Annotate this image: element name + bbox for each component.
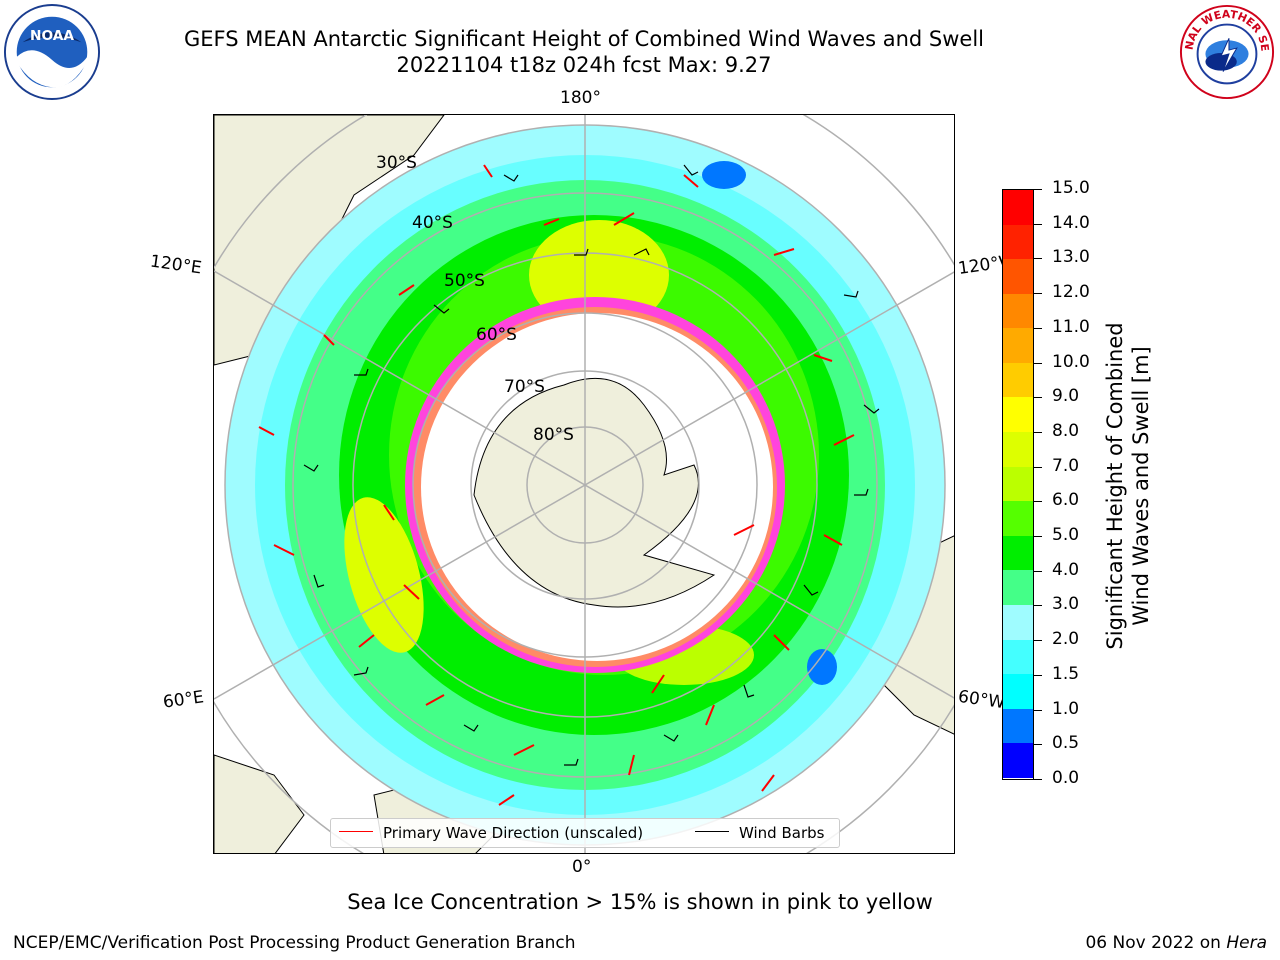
lon-label-0: 0° (572, 857, 592, 877)
map-legend: Primary Wave Direction (unscaled) Wind B… (330, 818, 840, 848)
colorbar-tick-label: 8.0 (1052, 420, 1080, 441)
date-text: 06 Nov 2022 on (1085, 933, 1221, 953)
colorbar-tick-mark (1034, 709, 1042, 711)
colorbar-segment (1003, 362, 1033, 398)
colorbar-tick-mark (1034, 744, 1042, 746)
colorbar-segment (1003, 604, 1033, 640)
colorbar-tick-mark (1034, 779, 1042, 780)
colorbar-tick-label: 7.0 (1052, 455, 1080, 476)
lon-label-60e: 60°E (161, 687, 206, 713)
colorbar-tick-label: 0.0 (1052, 768, 1080, 788)
sea-ice-note: Sea Ice Concentration > 15% is shown in … (347, 890, 933, 914)
colorbar-tick-mark (1034, 466, 1042, 468)
colorbar-tick-mark (1034, 397, 1042, 399)
legend-wave-label: Primary Wave Direction (unscaled) (383, 824, 644, 842)
noaa-logo: NOAA (3, 3, 101, 101)
lat-label-30s: 30°S (376, 153, 417, 173)
colorbar-segment (1003, 639, 1033, 675)
colorbar-tick-label: 9.0 (1052, 386, 1080, 407)
colorbar-tick-label: 0.5 (1052, 733, 1080, 754)
colorbar-tick-mark (1034, 674, 1042, 676)
colorbar-tick-label: 12.0 (1052, 282, 1090, 303)
lat-label-40s: 40°S (412, 213, 453, 233)
lon-label-60w: 60°W (956, 686, 1007, 714)
host-name: Hera (1226, 933, 1267, 953)
low-wave-patch-north (702, 161, 746, 189)
lon-label-180: 180° (560, 88, 601, 108)
low-wave-patch-east (807, 649, 837, 685)
colorbar-tick-mark (1034, 258, 1042, 260)
colorbar-tick-mark (1034, 605, 1042, 607)
colorbar-label: Significant Height of Combined Wind Wave… (1102, 322, 1154, 649)
map-subtitle-forecast: 20221104 t18z 024h fcst Max: 9.27 (396, 53, 772, 77)
colorbar-tick-mark (1034, 189, 1042, 190)
colorbar-tick-mark (1034, 327, 1042, 329)
colorbar-tick-mark (1034, 501, 1042, 503)
colorbar-tick-mark (1034, 640, 1042, 642)
lat-label-80s: 80°S (533, 425, 574, 445)
nws-logo: NATIONAL WEATHER SERVICE (1178, 3, 1275, 100)
colorbar-tick-mark (1034, 362, 1042, 364)
lon-label-120e: 120°E (148, 251, 203, 279)
colorbar-tick-label: 15.0 (1052, 178, 1090, 198)
colorbar-tick-mark (1034, 570, 1042, 572)
credit-text: NCEP/EMC/Verification Post Processing Pr… (13, 933, 576, 953)
colorbar-segment (1003, 501, 1033, 536)
legend-barb-swatch (695, 831, 729, 832)
legend-barb-label: Wind Barbs (739, 824, 825, 842)
colorbar-tick-label: 14.0 (1052, 212, 1090, 233)
colorbar-segment (1003, 293, 1033, 329)
colorbar-tick-label: 1.5 (1052, 663, 1080, 684)
colorbar-segment (1003, 674, 1033, 709)
colorbar-tick-label: 1.0 (1052, 698, 1080, 719)
colorbar-segment (1003, 224, 1033, 260)
colorbar-tick-label: 13.0 (1052, 247, 1090, 268)
generation-date: 06 Nov 2022 on Hera (1085, 933, 1267, 953)
colorbar-tick-label: 5.0 (1052, 525, 1080, 546)
colorbar-segment (1003, 708, 1033, 744)
colorbar-segment (1003, 432, 1033, 467)
colorbar-tick-mark (1034, 293, 1042, 295)
colorbar-segment (1003, 259, 1033, 294)
colorbar (1002, 189, 1034, 780)
legend-wave-swatch (339, 831, 373, 832)
colorbar-tick-label: 6.0 (1052, 490, 1080, 511)
lat-label-70s: 70°S (504, 377, 545, 397)
colorbar-segment (1003, 190, 1033, 225)
colorbar-tick-mark (1034, 431, 1042, 433)
colorbar-segment (1003, 743, 1033, 778)
polar-map: 30°S 40°S 50°S 60°S 70°S 80°S (213, 114, 955, 854)
colorbar-label-line2: Wind Waves and Swell [m] (1129, 346, 1153, 626)
colorbar-segment (1003, 466, 1033, 502)
wind-barbs (303, 164, 880, 766)
colorbar-tick-label: 10.0 (1052, 351, 1090, 372)
lat-label-60s: 60°S (476, 325, 517, 345)
colorbar-segment (1003, 535, 1033, 571)
noaa-logo-text: NOAA (30, 28, 74, 44)
colorbar-label-line1: Significant Height of Combined (1103, 322, 1127, 650)
colorbar-segment (1003, 397, 1033, 433)
colorbar-tick-label: 11.0 (1052, 316, 1090, 337)
high-wave-indian (344, 497, 424, 653)
lat-label-50s: 50°S (444, 271, 485, 291)
colorbar-tick-mark (1034, 223, 1042, 225)
colorbar-segment (1003, 328, 1033, 363)
wave-direction-arrows (258, 164, 855, 806)
colorbar-segment (1003, 570, 1033, 605)
map-canvas (214, 115, 954, 853)
colorbar-tick-mark (1034, 536, 1042, 538)
colorbar-tick-label: 3.0 (1052, 594, 1080, 615)
colorbar-tick-label: 2.0 (1052, 629, 1080, 650)
colorbar-tick-label: 4.0 (1052, 559, 1080, 580)
map-title: GEFS MEAN Antarctic Significant Height o… (183, 27, 985, 51)
